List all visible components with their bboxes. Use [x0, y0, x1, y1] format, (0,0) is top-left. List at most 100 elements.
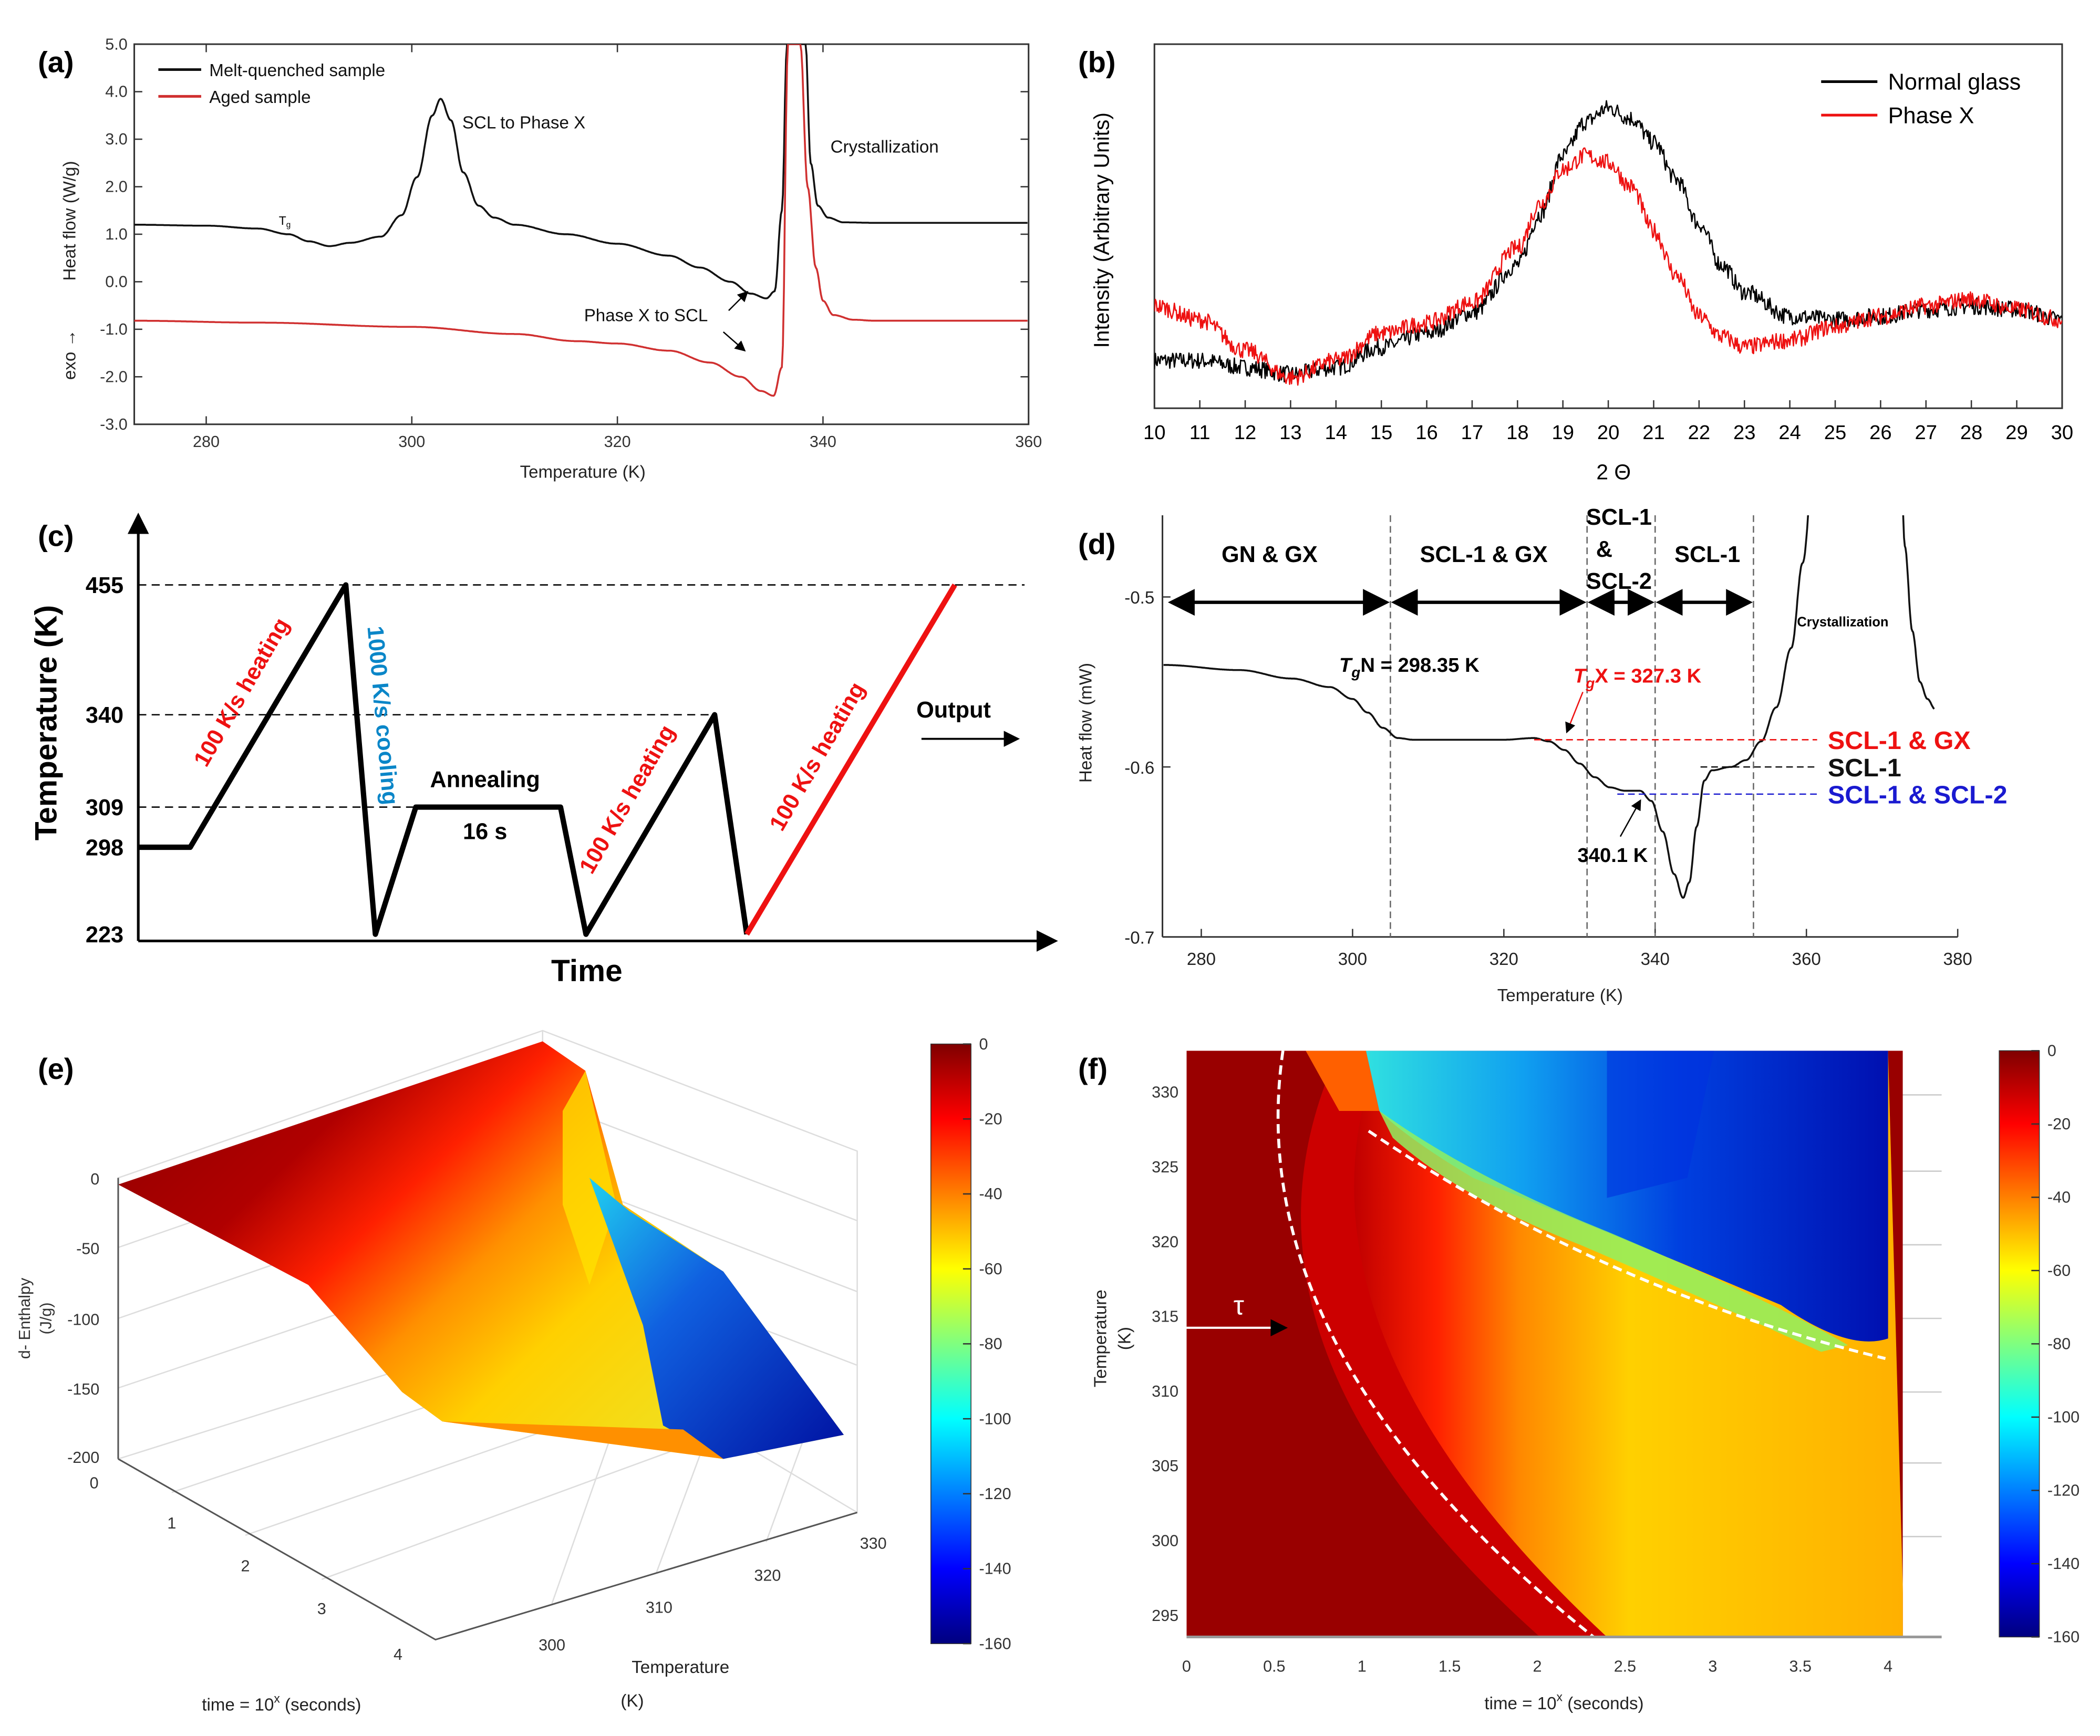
z-axis-label: d- Enthalpy [16, 1277, 34, 1359]
panel-e: (e) 0 -50 -100 -150 -200 0 1 2 3 4 300 310 320 330 0 -… [16, 1030, 1011, 1715]
panel-d: (d) 280 300 320 340 360 380 -0.5 -0.6 -0.7 GN & … [1076, 505, 2007, 1005]
boundary-curve-upper [1368, 1129, 1886, 1360]
heatmap-cell-region [1379, 1110, 1848, 1352]
plot-frame [1153, 43, 2063, 409]
x-tick-label: 24 [1778, 421, 1801, 444]
colorbar-tick-label: -80 [979, 1335, 1002, 1353]
x-axis-label: Temperature (K) [1497, 986, 1623, 1005]
level-label: SCL-1 [1828, 754, 1901, 782]
colorbar-tick-label: 0 [2047, 1042, 2056, 1060]
panel-c: (c) 455 340 309 298 223 100 K/s heating 1000… [29, 512, 1058, 988]
colorbar-tick-label: -120 [979, 1485, 1011, 1503]
panel-label: (a) [38, 46, 74, 79]
y-tick-label: 330 [1152, 1084, 1178, 1101]
x-axis-label: Temperature (K) [520, 463, 646, 482]
heat-flow-line [1163, 515, 1809, 899]
x-tick-label: 340 [810, 433, 836, 451]
x-tick-label: 1 [167, 1514, 176, 1532]
surface-facet [562, 1070, 616, 1285]
y-tick-label: 5.0 [105, 35, 128, 53]
grid-lines [1901, 1094, 1942, 1537]
x-tick-label: 4 [1884, 1658, 1892, 1676]
x-tick-label: 280 [193, 433, 220, 451]
x-tick-label: 23 [1733, 421, 1756, 444]
tg-annotation: Tg [279, 214, 291, 230]
x-tick-label: 22 [1688, 421, 1711, 444]
x-tick-label: 27 [1915, 421, 1938, 444]
arrow [728, 290, 749, 311]
z-tick-label: 0 [90, 1170, 99, 1188]
colorbar-tick-label: -100 [2047, 1408, 2080, 1426]
y-tick-label: 320 [754, 1566, 781, 1584]
legend-label: Melt-quenched sample [209, 61, 385, 80]
colorbar-tick-label: -140 [2047, 1555, 2080, 1573]
x-tick-label: 320 [1489, 950, 1518, 969]
x-tick-label: 11 [1189, 421, 1211, 444]
tgn-annotation: TgN = 298.35 K [1339, 654, 1480, 680]
x-tick-label: 29 [2005, 421, 2028, 444]
y-tick-label: 330 [860, 1534, 887, 1552]
tgx-annotation: TgX = 327.3 K [1574, 665, 1702, 691]
y-axis-unit: (K) [620, 1691, 644, 1711]
x-tick-label: 360 [1792, 950, 1821, 969]
z-tick-label: -50 [76, 1240, 99, 1258]
y-tick-label: 300 [539, 1636, 565, 1654]
output-label: Output [916, 698, 991, 723]
region-label: GN & GX [1222, 542, 1318, 567]
x-tick-label: 0.5 [1263, 1658, 1286, 1676]
x-tick-label: 20 [1597, 421, 1620, 444]
legend-label: Phase X [1888, 103, 1974, 128]
y-tick-label: -3.0 [100, 415, 128, 433]
annealing-time-label: 16 s [463, 819, 507, 845]
panel-label: (b) [1078, 46, 1116, 79]
x-tick-label: 340 [1641, 950, 1670, 969]
z-tick-label: -100 [67, 1311, 99, 1329]
legend-label: Normal glass [1888, 70, 2021, 95]
colorbar-tick-label: -40 [2047, 1189, 2071, 1207]
x-tick-label: 300 [1338, 950, 1367, 969]
x-tick-label: 3 [317, 1600, 326, 1618]
annealing-label: Annealing [430, 767, 540, 792]
colorbar-tick-label: -160 [979, 1635, 1011, 1652]
y-tick-label: -2.0 [100, 368, 128, 386]
x-tick-label: 0 [90, 1474, 99, 1492]
y-axis-label: Temperature (K) [29, 605, 64, 840]
y-tick-label: 298 [86, 835, 123, 860]
y-tick-label: -0.6 [1124, 758, 1154, 778]
y-tick-label: 1.0 [105, 225, 128, 243]
y-tick-label: 223 [86, 922, 123, 948]
y-tick-label: 310 [1152, 1382, 1178, 1400]
heatmap [1186, 1051, 1903, 1637]
3d-axes [118, 1458, 858, 1641]
x-tick-label: 2 [1533, 1658, 1542, 1676]
colorbar-tick-label: -80 [2047, 1335, 2071, 1353]
y-axis-label: Heat flow (W/g) [60, 161, 79, 280]
arrow-340 [1619, 799, 1641, 837]
x-tick-label: 2.5 [1614, 1658, 1637, 1676]
tgx-arrow [1565, 691, 1584, 734]
heatmap-cell-region [1607, 1051, 1714, 1198]
x-tick-label: 21 [1642, 421, 1665, 444]
panel-label: (d) [1078, 527, 1116, 560]
y-tick-label: -0.7 [1124, 928, 1154, 948]
annotation: SCL to Phase X [462, 113, 585, 133]
heat-flow-line [1902, 515, 1935, 710]
normal-glass-line [1154, 100, 2062, 383]
y-tick-label: 3.0 [105, 130, 128, 148]
x-tick-label: 300 [398, 433, 425, 451]
y-tick-label: 295 [1152, 1607, 1178, 1625]
tau-label: τ [1234, 1290, 1244, 1320]
x-tick-label: 380 [1943, 950, 1972, 969]
y-axis-label: Heat flow (mW) [1076, 663, 1095, 783]
aged-sample-line [134, 44, 1028, 397]
x-tick-label: 16 [1415, 421, 1438, 444]
colorbar-tick-label: -20 [2047, 1115, 2071, 1133]
x-tick-label: 3 [1708, 1658, 1717, 1676]
level-label: SCL-1 & GX [1828, 726, 1971, 755]
temperature-profile-line [138, 582, 750, 937]
annotation: Phase X to SCL [584, 306, 708, 326]
x-tick-label: 1.5 [1439, 1658, 1461, 1676]
z-axis-unit: (J/g) [37, 1302, 55, 1334]
y-axis-label: Temperature [632, 1658, 729, 1677]
colorbar-tick-label: -40 [979, 1185, 1002, 1203]
